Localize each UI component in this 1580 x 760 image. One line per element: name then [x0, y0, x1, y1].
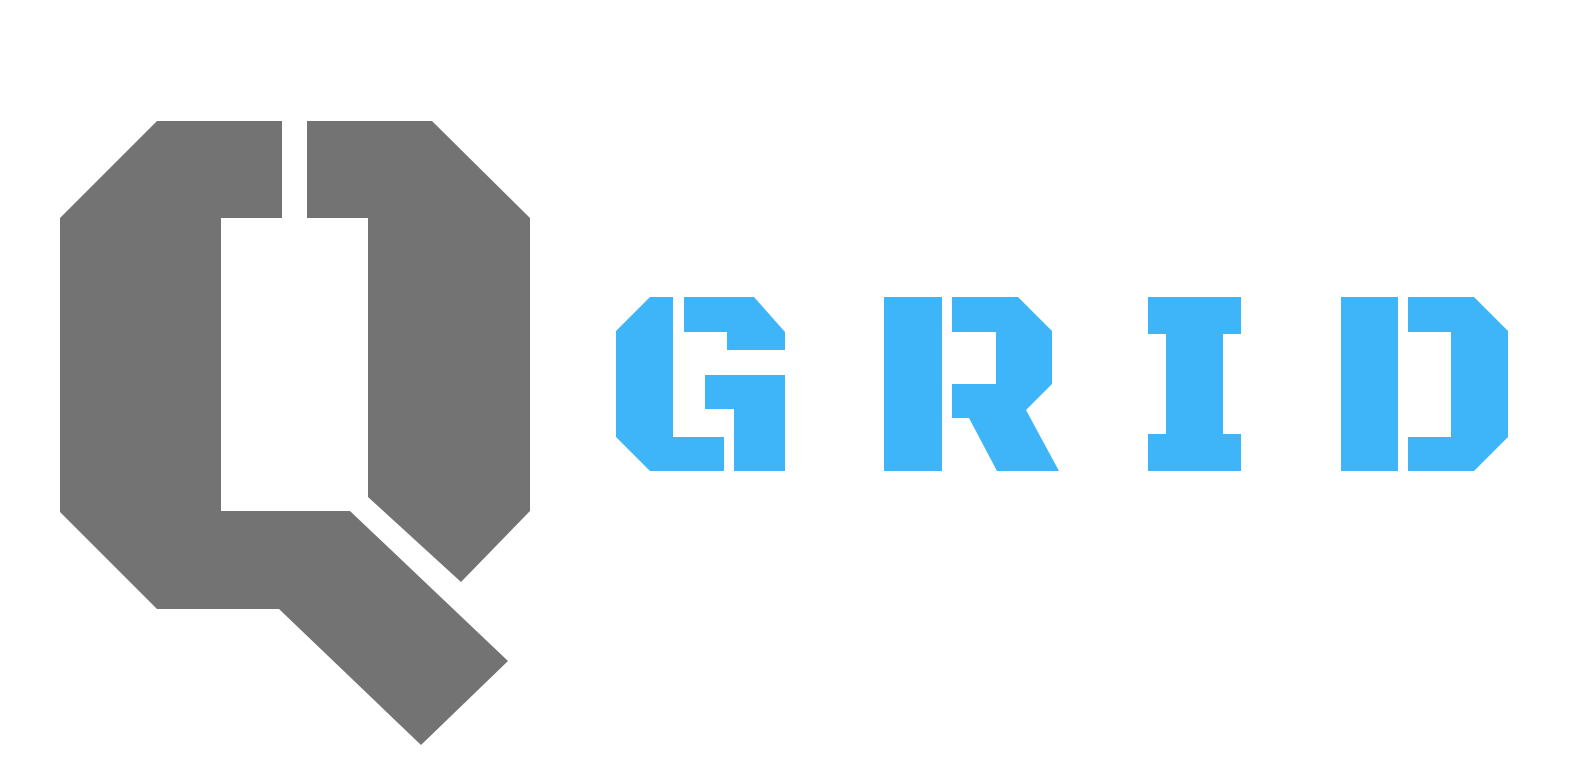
q-mark-right-half	[307, 121, 530, 582]
letter-i-icon	[1148, 297, 1241, 471]
q-mark-left-half	[60, 121, 508, 745]
q-mark-icon	[60, 121, 530, 745]
letter-d-icon	[1341, 297, 1508, 471]
letter-g-icon	[616, 297, 785, 471]
wordmark	[616, 297, 1508, 471]
letter-r-icon	[884, 297, 1059, 471]
